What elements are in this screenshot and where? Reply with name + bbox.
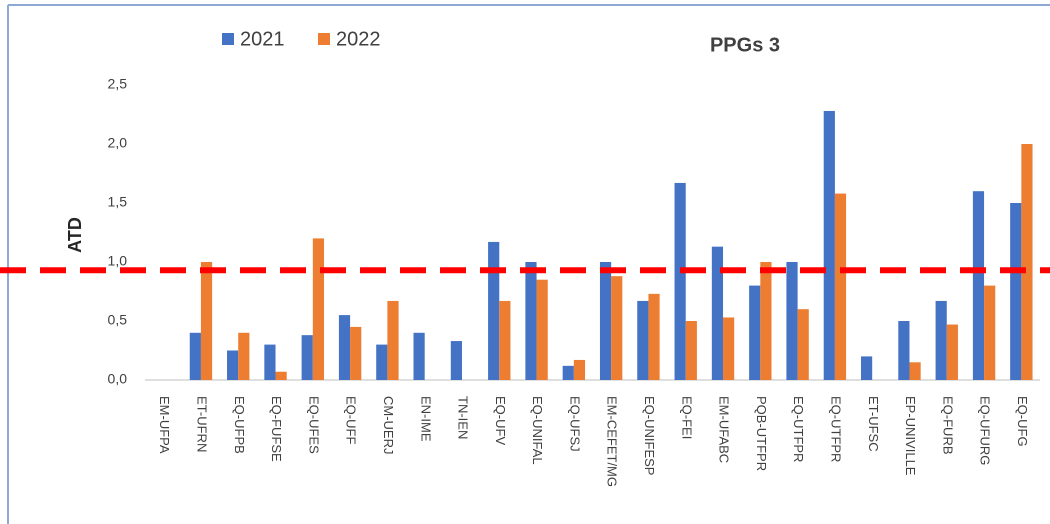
- x-tick-label: ET-UFSC: [866, 396, 881, 452]
- bar: [189, 332, 201, 380]
- bar: [536, 279, 548, 380]
- x-tick-label: EQ-UFG: [1015, 396, 1030, 447]
- x-tick-label: CM-UERJ: [381, 396, 396, 455]
- bar: [797, 309, 809, 380]
- x-tick-label: EQ-UFV: [493, 396, 508, 445]
- bar: [338, 315, 351, 380]
- bar: [760, 262, 772, 380]
- bar: [984, 285, 996, 380]
- bar: [723, 317, 735, 380]
- x-tick-label: EQ-UNIFAL: [530, 396, 545, 465]
- bar: [834, 193, 847, 380]
- legend-swatch: [222, 33, 234, 45]
- chart-title: PPGs 3: [710, 34, 780, 56]
- y-tick-label: 0,5: [108, 312, 128, 328]
- bar: [264, 344, 276, 380]
- bar: [1010, 203, 1022, 380]
- bar: [488, 241, 500, 380]
- bar: [200, 262, 213, 380]
- bar: [238, 332, 250, 380]
- y-tick-label: 2,0: [108, 135, 128, 151]
- x-tick-label: ET-UFRN: [195, 396, 210, 452]
- x-tick-label: EQ-FURB: [940, 396, 955, 455]
- bar: [227, 350, 239, 380]
- x-tick-label: EQ-FUFSE: [269, 396, 284, 462]
- x-tick-label: EQ-UNIFESP: [642, 396, 657, 475]
- bar: [711, 246, 724, 380]
- x-tick-label: EQ-FEI: [679, 396, 694, 439]
- x-tick-label: EM-CEFET/MG: [605, 396, 620, 487]
- legend-swatch: [318, 33, 330, 45]
- x-tick-label: EQ-UTFPR: [828, 396, 843, 462]
- bar: [573, 359, 586, 380]
- bar: [685, 321, 697, 380]
- bar: [972, 191, 985, 380]
- bar: [909, 362, 921, 380]
- bar: [637, 300, 649, 380]
- x-tick-label: TN-IEN: [456, 396, 471, 439]
- bar: [525, 262, 537, 380]
- legend-label: 2021: [240, 28, 285, 50]
- bar: [599, 262, 612, 380]
- bar: [749, 285, 761, 380]
- bar: [898, 321, 910, 380]
- legend-label: 2022: [336, 28, 381, 50]
- y-tick-label: 2,5: [108, 76, 128, 92]
- x-tick-label: EM-UFABC: [717, 396, 732, 463]
- y-tick-label: 1,5: [108, 194, 128, 210]
- x-tick-label: PQB-UTFPR: [754, 396, 769, 471]
- x-tick-label: EQ-UTFPR: [791, 396, 806, 462]
- bar: [823, 110, 835, 381]
- bar: [499, 300, 511, 380]
- bar: [611, 276, 623, 380]
- y-tick-label: 0,0: [108, 371, 128, 387]
- bar: [387, 300, 399, 380]
- x-tick-label: EN-IME: [418, 396, 433, 442]
- bar: [312, 238, 324, 380]
- x-tick-label: EQ-UFPB: [232, 396, 247, 454]
- x-tick-label: EQ-UFES: [306, 396, 321, 454]
- bar: [301, 335, 313, 380]
- bar: [861, 356, 873, 380]
- x-tick-label: EP-UNIVILLE: [903, 396, 918, 476]
- y-axis-label: ATD: [65, 217, 85, 253]
- x-tick-label: EM-UFPA: [157, 396, 172, 454]
- bar: [648, 293, 660, 380]
- bar: [275, 371, 287, 380]
- x-tick-label: EQ-UFF: [344, 396, 359, 444]
- bar: [562, 365, 574, 380]
- bar: [350, 326, 362, 380]
- bar: [674, 182, 686, 380]
- bar: [376, 344, 388, 380]
- x-tick-label: EQ-UFSJ: [567, 396, 582, 452]
- bar: [786, 262, 798, 380]
- x-tick-label: EQ-UFURG: [978, 396, 993, 465]
- bar: [1021, 144, 1033, 380]
- bar: [450, 341, 462, 380]
- bar: [413, 332, 425, 380]
- y-tick-label: 1,0: [108, 253, 128, 269]
- bar: [935, 300, 947, 380]
- bar: [946, 324, 958, 380]
